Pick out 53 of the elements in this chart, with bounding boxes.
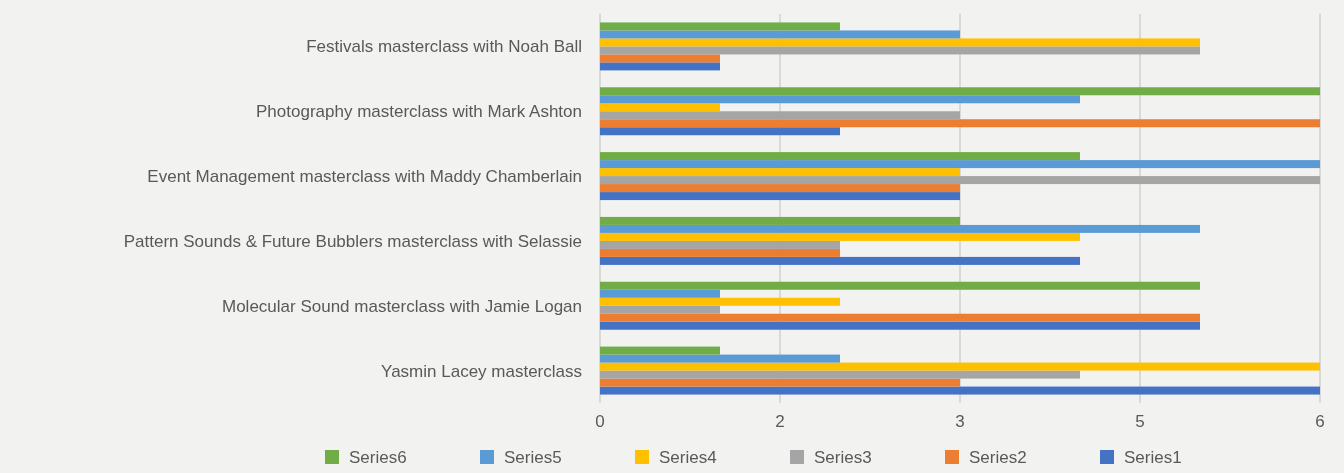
legend-label: Series3 — [814, 447, 872, 467]
x-tick-label: 6 — [1315, 412, 1325, 431]
bar — [600, 248, 840, 257]
x-tick-label: 0 — [595, 412, 605, 431]
bar — [600, 224, 1200, 233]
bar — [600, 176, 1320, 185]
legend-label: Series4 — [659, 447, 717, 467]
bar — [600, 168, 960, 177]
bar — [600, 184, 960, 193]
y-tick-label: Molecular Sound masterclass with Jamie Logan — [221, 296, 582, 316]
legend-label: Series6 — [349, 447, 407, 467]
bar — [600, 289, 720, 298]
bar — [600, 111, 960, 120]
legend-label: Series1 — [1124, 447, 1182, 467]
bar — [600, 152, 1080, 161]
bar — [600, 103, 720, 112]
bar — [600, 346, 720, 355]
x-tick-label: 3 — [955, 412, 965, 431]
bar — [600, 240, 840, 249]
legend-label: Series5 — [504, 447, 562, 467]
bar — [600, 54, 720, 63]
bar — [600, 370, 1080, 379]
bar — [600, 321, 1200, 330]
bar — [600, 354, 840, 363]
bar — [600, 22, 840, 31]
bar — [600, 216, 960, 225]
bar — [600, 95, 1080, 104]
bar — [600, 46, 1200, 55]
bar — [600, 378, 960, 387]
y-tick-label: Pattern Sounds & Future Bubblers masterclass with Selassie — [123, 231, 582, 251]
bar — [600, 313, 1200, 322]
bar — [600, 386, 1320, 395]
x-tick-label: 2 — [775, 412, 785, 431]
bar — [600, 362, 1320, 371]
bar — [600, 127, 840, 136]
bar — [600, 160, 1320, 169]
bar — [600, 297, 840, 306]
x-tick-label: 5 — [1135, 412, 1145, 431]
bar — [600, 192, 960, 201]
bar — [600, 232, 1080, 241]
y-tick-label: Event Management masterclass with Maddy Chamberlain — [147, 167, 582, 187]
legend-label: Series2 — [969, 447, 1027, 467]
bar — [600, 305, 720, 314]
bar — [600, 119, 1320, 128]
y-tick-label: Photography masterclass with Mark Ashton — [256, 102, 582, 122]
bar — [600, 30, 960, 39]
bar — [600, 281, 1200, 290]
y-tick-label: Festivals masterclass with Noah Ball — [306, 37, 582, 57]
bar — [600, 256, 1080, 265]
y-tick-label: Yasmin Lacey masterclass — [381, 361, 582, 381]
bar — [600, 38, 1200, 47]
bar — [600, 62, 720, 71]
bar — [600, 87, 1320, 96]
